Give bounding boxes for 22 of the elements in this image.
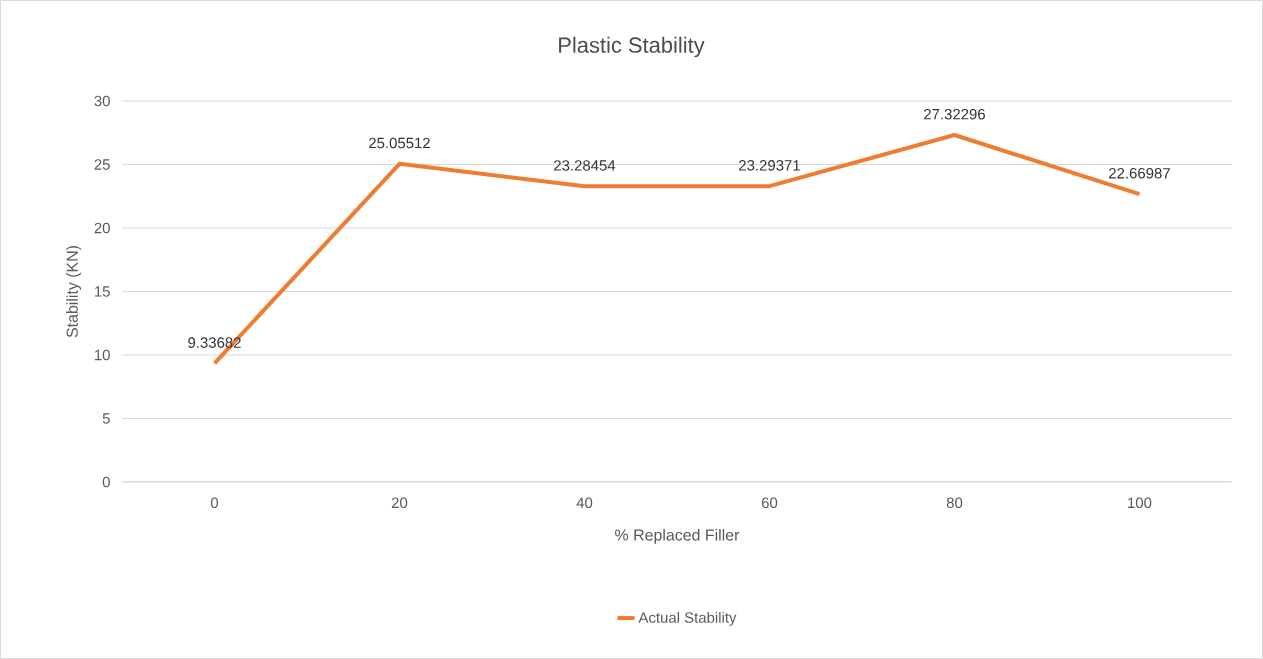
x-tick-label: 0 — [210, 497, 219, 509]
y-tick-label: 10 — [95, 349, 110, 361]
x-tick-label: 80 — [946, 497, 963, 509]
x-tick-label: 40 — [576, 497, 593, 509]
data-label: 23.29371 — [739, 160, 800, 171]
x-tick-label: 100 — [1128, 497, 1152, 509]
x-tick-label: 60 — [761, 497, 778, 509]
y-axis-title: Stability (KN) — [66, 246, 82, 338]
data-label: 27.32296 — [924, 108, 985, 120]
y-tick-label: 15 — [95, 286, 110, 297]
y-tick-label: 5 — [102, 413, 110, 424]
data-label: 22.66987 — [1109, 167, 1170, 179]
data-label: 25.05512 — [369, 137, 430, 149]
legend-label: Actual Stability — [638, 611, 737, 626]
x-axis-title: % Replaced Filler — [615, 528, 740, 544]
y-tick-label: 0 — [102, 476, 110, 488]
y-tick-label: 25 — [94, 159, 110, 170]
x-tick-label: 20 — [391, 497, 408, 509]
y-tick-label: 20 — [94, 222, 110, 234]
chart-title: Plastic Stability — [559, 36, 705, 58]
data-label: 23.28454 — [554, 160, 616, 171]
y-tick-label: 30 — [94, 95, 110, 107]
